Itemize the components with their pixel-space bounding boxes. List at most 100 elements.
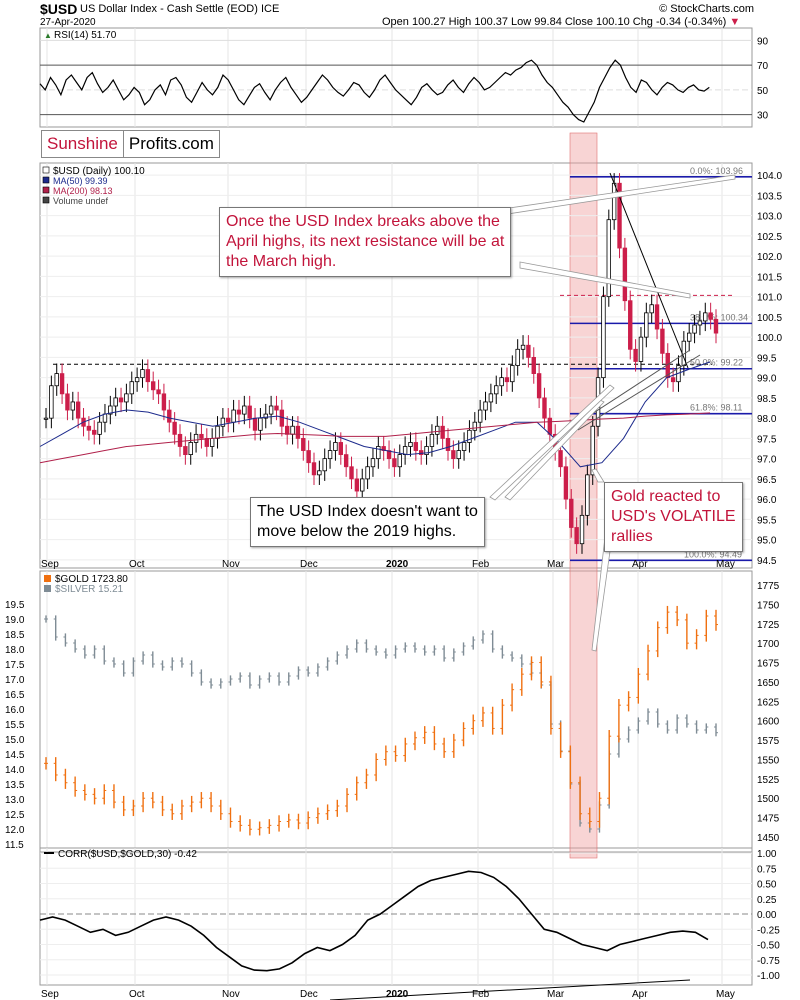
resistance-line-1: Once the USD Index breaks above the (226, 213, 500, 230)
usd-candle (520, 344, 526, 350)
bottom-xaxis-Oct: Oct (129, 989, 145, 1000)
usd-candle (542, 397, 547, 419)
usd-candle (456, 450, 461, 460)
usd-candle (713, 318, 719, 334)
usd-tick-100: 100.0 (757, 333, 782, 344)
usd-candle (220, 417, 226, 427)
usd-xaxis-Apr: Apr (632, 559, 648, 570)
usd-candle (703, 312, 708, 322)
silver-tick-15.5: 15.5 (5, 720, 25, 731)
usd-candle (574, 527, 579, 545)
usd-candle (563, 466, 569, 500)
usd-tick-103.5: 103.5 (757, 191, 782, 202)
usd-candle (354, 478, 360, 492)
usd-tick-101: 101.0 (757, 293, 782, 304)
silver-tick-13: 13.0 (5, 795, 25, 806)
usd-legend-1: MA(50) 99.39 (53, 176, 108, 186)
usd-candle (633, 348, 638, 362)
fib-label-4: 100.0%: 94.49 (684, 549, 742, 559)
silver-tick-19: 19.0 (5, 615, 25, 626)
usd-candle (156, 389, 161, 395)
chart-date: 27-Apr-2020 (40, 17, 96, 28)
gold-line-3: rallies (611, 528, 653, 545)
usd-xaxis-2020: 2020 (386, 559, 409, 570)
support-note: The USD Index doesn't want to move below… (250, 497, 485, 547)
gold-tick-1475: 1475 (757, 814, 780, 825)
usd-candle (654, 304, 660, 330)
usd-candle (461, 442, 467, 451)
usd-tick-96: 96.0 (757, 495, 777, 506)
usd-candle (445, 437, 451, 451)
gold-legend: $GOLD 1723.80 (55, 574, 128, 585)
usd-candle (579, 514, 585, 545)
usd-candle (317, 470, 322, 476)
bottom-xaxis-Mar: Mar (547, 989, 565, 1000)
support-line-1: The USD Index doesn't want to (257, 503, 478, 520)
corr-tick--1: -1.00 (757, 971, 780, 982)
panel-frame-gs (39, 570, 753, 853)
usd-tick-100.5: 100.5 (757, 313, 782, 324)
usd-candle (386, 450, 392, 460)
usd-candle (43, 417, 49, 420)
usd-candle (515, 348, 520, 366)
gold-tick-1675: 1675 (757, 659, 780, 670)
usd-legend-0: $USD (Daily) 100.10 (53, 166, 145, 177)
usd-candle (606, 219, 611, 298)
usd-candle (429, 433, 435, 447)
usd-legend-swatch-0 (42, 166, 50, 174)
rsi-tick-90: 90 (757, 36, 769, 47)
usd-xaxis-Oct: Oct (129, 559, 145, 570)
usd-candle (49, 385, 54, 419)
usd-candle (327, 450, 333, 460)
usd-candle (638, 336, 644, 362)
fib-label-0: 0.0%: 103.96 (690, 166, 743, 176)
usd-tick-99: 99.0 (757, 374, 777, 385)
usd-candle (86, 425, 92, 431)
usd-candle (558, 450, 563, 468)
usd-candle (499, 377, 504, 387)
usd-candle (274, 405, 279, 411)
usd-candle (472, 421, 477, 431)
usd-candle (628, 300, 633, 350)
usd-candle (622, 247, 628, 302)
usd-candle (236, 409, 242, 415)
pointer-support-1 (504, 399, 605, 501)
bottom-xaxis-Nov: Nov (222, 989, 240, 1000)
usd-candle (268, 405, 274, 415)
usd-candle (649, 304, 654, 314)
gold-legend-swatch (44, 575, 51, 582)
resistance-note: Once the USD Index breaks above the Apri… (219, 207, 512, 277)
pointer-gold-2 (591, 468, 605, 483)
usd-candle (536, 373, 542, 399)
panel-frame-rsi (39, 27, 753, 128)
silver-tick-15: 15.0 (5, 735, 25, 746)
uptrend-line-2 (577, 354, 701, 431)
corr-tick-0.75: 0.75 (757, 864, 777, 875)
usd-candle (322, 458, 327, 472)
usd-candle (150, 381, 156, 391)
volatility-highlight-band (569, 132, 598, 859)
resistance-line-2: April highs, its next resistance will be… (226, 233, 505, 250)
usd-candle (295, 425, 301, 439)
corr-tick-1: 1.00 (757, 849, 777, 860)
usd-tick-99.5: 99.5 (757, 353, 777, 364)
usd-tick-98: 98.0 (757, 414, 777, 425)
downtrend-line (609, 172, 689, 369)
silver-legend-swatch (44, 585, 51, 592)
usd-candle (692, 324, 697, 334)
usd-xaxis-Sep: Sep (41, 559, 59, 570)
usd-candle (215, 425, 220, 439)
usd-tick-102: 102.0 (757, 252, 782, 263)
usd-candle (242, 405, 247, 415)
usd-tick-96.5: 96.5 (757, 475, 777, 486)
usd-candle (435, 425, 440, 435)
silver-legend: $SILVER 15.21 (55, 584, 124, 595)
gold-tick-1575: 1575 (757, 736, 780, 747)
fib-label-2: 50.0%: 99.22 (690, 358, 743, 368)
usd-candle (477, 409, 483, 423)
gold-tick-1525: 1525 (757, 775, 780, 786)
silver-tick-17: 17.0 (5, 675, 25, 686)
usd-candle (392, 458, 397, 468)
usd-tick-101.5: 101.5 (757, 272, 782, 283)
usd-tick-97.5: 97.5 (757, 434, 777, 445)
